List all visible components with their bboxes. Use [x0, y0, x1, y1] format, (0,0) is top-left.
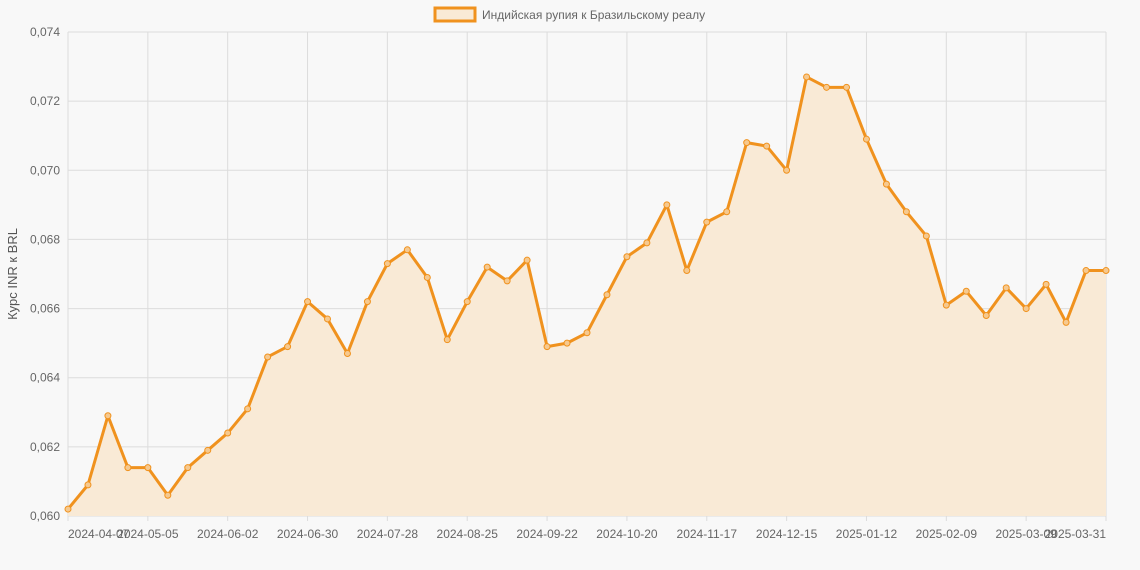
data-point[interactable]: [184, 464, 192, 472]
x-tick-label: 2025-02-09: [916, 527, 978, 541]
data-point[interactable]: [663, 201, 671, 209]
data-point[interactable]: [583, 329, 591, 337]
data-point[interactable]: [783, 166, 791, 174]
data-point[interactable]: [1022, 305, 1030, 313]
data-point[interactable]: [363, 298, 371, 306]
data-point[interactable]: [942, 301, 950, 309]
data-point[interactable]: [284, 343, 292, 351]
data-point[interactable]: [1042, 280, 1050, 288]
data-point[interactable]: [423, 273, 431, 281]
y-tick-label: 0,062: [30, 440, 60, 454]
y-tick-label: 0,060: [30, 509, 60, 523]
x-tick-label: 2024-04-07: [68, 527, 130, 541]
data-point[interactable]: [204, 446, 212, 454]
x-tick-label: 2025-03-31: [1045, 527, 1107, 541]
data-point[interactable]: [503, 277, 511, 285]
data-point[interactable]: [862, 135, 870, 143]
data-point[interactable]: [1102, 267, 1110, 275]
data-point[interactable]: [1002, 284, 1010, 292]
data-point[interactable]: [703, 218, 711, 226]
data-point[interactable]: [403, 246, 411, 254]
data-point[interactable]: [523, 256, 531, 264]
y-tick-label: 0,068: [30, 232, 60, 246]
data-point[interactable]: [343, 350, 351, 358]
series-area: [68, 76, 1106, 516]
data-point[interactable]: [164, 491, 172, 499]
data-point[interactable]: [603, 291, 611, 299]
data-point[interactable]: [324, 315, 331, 323]
data-point[interactable]: [264, 353, 272, 361]
y-axis-title: Курс INR к BRL: [5, 228, 20, 320]
y-tick-label: 0,066: [30, 302, 60, 316]
x-tick-label: 2024-09-22: [516, 527, 578, 541]
data-point[interactable]: [104, 412, 112, 420]
x-tick-label: 2024-08-25: [437, 527, 499, 541]
x-tick-label: 2024-07-28: [357, 527, 419, 541]
data-point[interactable]: [763, 142, 771, 150]
data-point[interactable]: [882, 180, 890, 188]
data-point[interactable]: [723, 208, 731, 216]
y-axis: 0,060 0,062 0,064 0,066 0,068 0,070 0,072 0,074: [30, 25, 60, 523]
data-point[interactable]: [483, 263, 491, 271]
data-point[interactable]: [1082, 267, 1090, 275]
data-point[interactable]: [683, 267, 691, 275]
data-point[interactable]: [962, 287, 970, 295]
data-point[interactable]: [623, 253, 631, 261]
x-tick-label: 2024-06-30: [277, 527, 339, 541]
x-tick-label: 2024-12-15: [756, 527, 818, 541]
data-point[interactable]: [64, 505, 72, 513]
data-point[interactable]: [224, 429, 232, 437]
x-tick-label: 2024-11-17: [677, 527, 738, 541]
y-tick-label: 0,074: [30, 25, 60, 39]
data-point[interactable]: [823, 83, 831, 91]
x-tick-label: 2025-03-09: [995, 527, 1057, 541]
data-point[interactable]: [124, 464, 132, 472]
y-tick-label: 0,072: [30, 94, 60, 108]
data-point[interactable]: [383, 260, 391, 268]
series-points: [64, 73, 1110, 513]
data-point[interactable]: [803, 73, 811, 81]
data-point[interactable]: [84, 481, 92, 489]
data-point[interactable]: [843, 83, 850, 91]
legend-swatch[interactable]: [433, 6, 477, 23]
y-tick-label: 0,070: [30, 163, 60, 177]
data-point[interactable]: [563, 339, 571, 347]
data-point[interactable]: [902, 208, 910, 216]
x-tick-label: 2024-05-05: [117, 527, 179, 541]
data-point[interactable]: [982, 311, 990, 319]
legend-label[interactable]: Индийская рупия к Бразильскому реалу: [482, 8, 705, 22]
data-point[interactable]: [1062, 318, 1070, 326]
data-point[interactable]: [463, 298, 471, 306]
area-fill: [68, 76, 1106, 516]
x-tick-label: 2025-01-12: [836, 527, 898, 541]
data-point[interactable]: [922, 232, 930, 240]
legend[interactable]: Индийская рупия к Бразильскому реалу: [433, 6, 705, 23]
data-point[interactable]: [543, 343, 551, 351]
data-point[interactable]: [743, 139, 751, 147]
x-tick-label: 2024-10-20: [596, 527, 658, 541]
y-tick-label: 0,064: [30, 371, 60, 385]
data-point[interactable]: [643, 239, 651, 247]
data-point[interactable]: [443, 336, 451, 344]
data-point[interactable]: [144, 464, 152, 472]
x-tick-label: 2024-06-02: [197, 527, 259, 541]
data-point[interactable]: [244, 405, 252, 413]
data-point[interactable]: [304, 298, 312, 306]
